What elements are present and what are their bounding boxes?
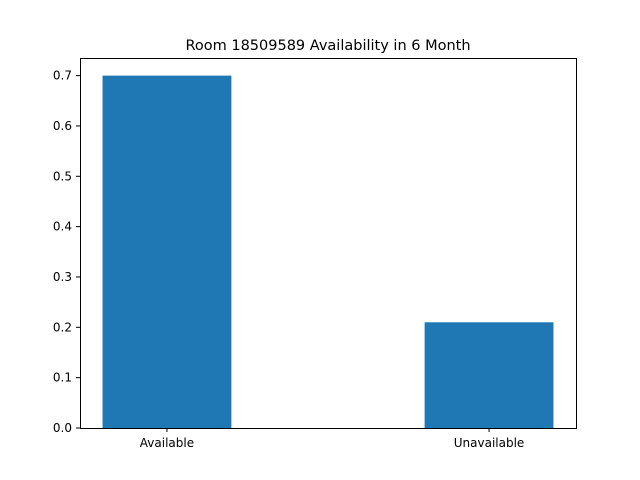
y-tick-label: 0.6	[53, 119, 72, 133]
x-tick-label: Unavailable	[454, 436, 525, 450]
y-tick-label: 0.7	[53, 69, 72, 83]
plot-frame	[80, 58, 577, 429]
x-axis: Available Unavailable	[140, 428, 525, 450]
x-tick-label: Available	[140, 436, 194, 450]
bar-available	[102, 75, 232, 428]
y-tick-label: 0.5	[53, 169, 72, 183]
y-axis: 0.0 0.1 0.2 0.3 0.4 0.5 0.6 0.7	[53, 69, 80, 435]
y-tick-label: 0.2	[53, 320, 72, 334]
y-tick-label: 0.3	[53, 270, 72, 284]
y-tick-label: 0.4	[53, 220, 72, 234]
chart-title: Room 18509589 Availability in 6 Month	[185, 38, 470, 54]
y-tick-label: 0.1	[53, 371, 72, 385]
bars-group	[102, 75, 554, 428]
y-tick-label: 0.0	[53, 421, 72, 435]
bar-unavailable	[424, 322, 554, 428]
